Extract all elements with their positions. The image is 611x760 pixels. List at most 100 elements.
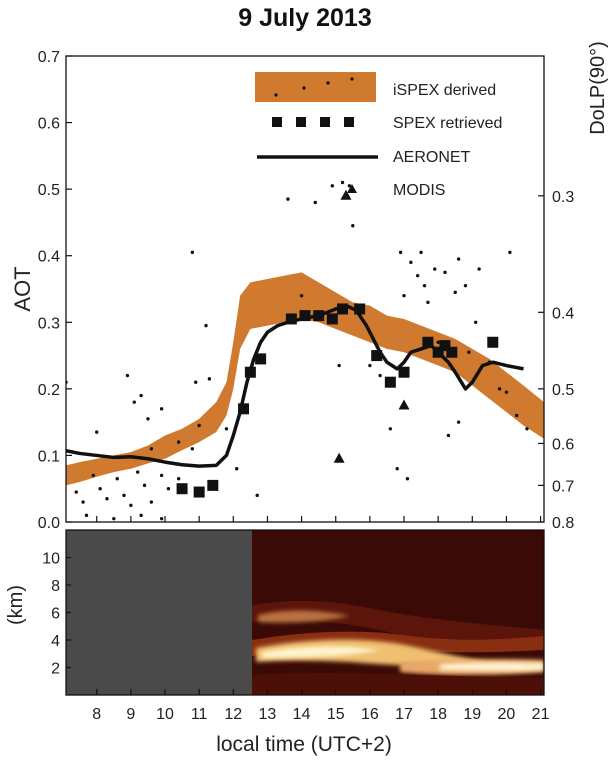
- ispex-point: [91, 473, 96, 478]
- spex-point: [255, 353, 267, 365]
- ispex-point: [467, 350, 471, 354]
- lidar-no-data-region: [66, 530, 252, 695]
- x-tick-label: 18: [429, 706, 447, 723]
- left-tick-label: 0.2: [38, 382, 60, 399]
- lidar-panel: 2 4 6 8 10 (km): [5, 529, 545, 696]
- legend-swatch-modis: [347, 184, 357, 193]
- x-tick-label: 9: [126, 706, 135, 723]
- right-tick-label: 0.5: [552, 382, 574, 399]
- ispex-point: [81, 500, 85, 504]
- ispex-point: [105, 497, 109, 501]
- ispex-point: [194, 380, 198, 384]
- ispex-point: [122, 493, 126, 498]
- ispex-point: [456, 257, 461, 261]
- right-tick-label: 0.7: [552, 478, 574, 495]
- ispex-point: [166, 487, 171, 491]
- x-tick-label: 19: [463, 706, 481, 723]
- ispex-point: [235, 467, 239, 471]
- spex-point: [439, 340, 451, 352]
- ispex-point: [159, 516, 164, 521]
- ispex-point: [98, 487, 102, 491]
- ispex-point: [129, 503, 133, 508]
- legend-label-aeronet: AERONET: [393, 149, 471, 166]
- x-tick-label: 21: [532, 706, 550, 723]
- ispex-point: [337, 363, 341, 368]
- ispex-point: [426, 300, 430, 305]
- left-tick-label: 0.6: [38, 116, 60, 133]
- x-tick-label: 12: [224, 706, 242, 723]
- ispex-point: [176, 477, 181, 481]
- spex-point: [193, 486, 205, 498]
- ispex-point: [149, 500, 154, 504]
- ispex-point: [115, 477, 119, 481]
- ispex-point: [378, 373, 382, 378]
- right-tick-label: 0.6: [552, 436, 574, 453]
- ispex-point: [436, 340, 440, 344]
- ispex-point: [74, 490, 78, 494]
- legend-swatch-spex: [272, 117, 354, 127]
- modis-point: [340, 189, 352, 200]
- ispex-point: [497, 387, 502, 391]
- spex-point: [337, 303, 349, 315]
- spex-point: [285, 313, 297, 325]
- ispex-point: [388, 427, 393, 431]
- ispex-point: [398, 250, 403, 255]
- left-tick-label: 0.0: [38, 515, 60, 532]
- ispex-point: [340, 180, 345, 185]
- spex-point: [398, 366, 410, 378]
- ispex-point: [197, 423, 201, 428]
- spex-point: [244, 366, 256, 378]
- ispex-point: [419, 250, 423, 255]
- ispex-point: [142, 483, 147, 488]
- spex-point: [313, 310, 325, 322]
- left-tick-label: 0.7: [38, 49, 60, 66]
- left-tick-label: 0.1: [38, 448, 60, 465]
- x-axis-label: local time (UTC+2): [216, 733, 392, 756]
- ispex-point: [402, 293, 406, 298]
- spex-point: [207, 479, 219, 491]
- ispex-point: [415, 273, 420, 278]
- ispex-point: [395, 467, 399, 471]
- x-tick-label: 11: [191, 706, 208, 723]
- x-tick-label: 20: [498, 706, 516, 723]
- spex-point: [354, 303, 366, 315]
- ispex-point: [422, 283, 427, 288]
- ispex-point: [351, 224, 355, 228]
- ispex-point: [95, 430, 99, 434]
- ispex-point: [409, 260, 413, 265]
- spex-point: [487, 336, 499, 348]
- lidar-y-tick-label: 8: [51, 578, 60, 595]
- ispex-point: [136, 470, 140, 474]
- ispex-point: [190, 250, 195, 255]
- ispex-point: [456, 420, 461, 424]
- ispex-point: [176, 440, 181, 444]
- lidar-y-tick-label: 10: [42, 551, 60, 568]
- ispex-point: [255, 493, 259, 498]
- ispex-point: [149, 447, 154, 451]
- left-tick-label: 0.4: [38, 249, 60, 266]
- legend-label-modis: MODIS: [393, 182, 445, 199]
- ispex-point: [514, 413, 519, 418]
- lidar-heatmap: [252, 530, 544, 695]
- x-tick-label: 13: [259, 706, 277, 723]
- ispex-point: [190, 447, 195, 451]
- ispex-point: [286, 197, 290, 201]
- x-tick-label: 15: [327, 706, 345, 723]
- lidar-y-tick-label: 4: [51, 633, 60, 650]
- ispex-point: [125, 373, 130, 378]
- ispex-point: [330, 184, 335, 188]
- ispex-point: [313, 200, 317, 205]
- spex-point: [326, 313, 338, 325]
- modis-point: [333, 452, 345, 463]
- y-axis-label-left: AOT: [10, 266, 35, 311]
- ispex-point: [368, 363, 372, 368]
- ispex-point: [463, 283, 468, 288]
- ispex-point: [477, 267, 481, 271]
- legend-label-spex: SPEX retrieved: [393, 115, 502, 132]
- ispex-point: [443, 270, 447, 275]
- ispex-point: [159, 473, 164, 478]
- ispex-point: [204, 323, 208, 328]
- left-tick-label: 0.5: [38, 182, 60, 199]
- left-tick-label: 0.3: [38, 315, 60, 332]
- spex-point: [238, 403, 250, 415]
